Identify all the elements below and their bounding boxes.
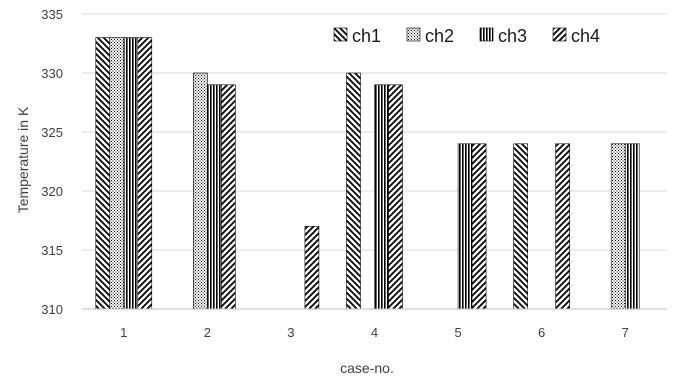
x-tick-labels: 1 2 3 4 5 6 7 (120, 325, 629, 340)
bar-ch4-case-4 (388, 84, 403, 310)
bar-ch3-case-5 (457, 143, 473, 310)
legend-swatch-ch2 (406, 27, 421, 42)
bar-ch4-case-6 (555, 143, 570, 310)
bar-ch1-case-6 (513, 143, 528, 310)
legend-label-ch3: ch3 (498, 26, 527, 46)
y-axis-title: Temperature in K (15, 106, 31, 213)
x-tick-label: 7 (622, 325, 629, 340)
legend-label-ch2: ch2 (425, 26, 454, 46)
bar-ch4-case-1 (137, 37, 153, 310)
bars (95, 37, 640, 310)
bar-ch2-case-7 (610, 143, 626, 310)
y-tick-label: 325 (41, 125, 63, 140)
bar-ch4-case-3 (304, 226, 320, 310)
bar-ch1-case-4 (346, 72, 361, 310)
bar-ch3-case-1 (123, 37, 139, 310)
x-tick-label: 3 (287, 325, 294, 340)
y-tick-label: 315 (41, 243, 63, 258)
bar-ch4-case-2 (221, 84, 236, 310)
bar-ch3-case-4 (374, 84, 389, 310)
legend-swatch-ch1 (333, 27, 348, 42)
legend-swatch-ch3 (479, 27, 494, 42)
x-axis-title: case-no. (340, 360, 394, 376)
y-tick-label: 335 (41, 7, 63, 22)
x-tick-label: 1 (120, 325, 127, 340)
y-tick-label: 320 (41, 184, 63, 199)
x-tick-label: 4 (371, 325, 378, 340)
y-tick-label: 310 (41, 302, 63, 317)
bar-ch1-case-1 (95, 37, 111, 310)
y-tick-labels: 310 315 320 325 330 335 (41, 7, 63, 317)
bar-ch3-case-7 (624, 143, 640, 310)
x-tick-label: 6 (538, 325, 545, 340)
x-tick-label: 2 (204, 325, 211, 340)
legend: ch1 ch2 ch3 ch4 (333, 26, 600, 46)
x-tick-label: 5 (454, 325, 461, 340)
bar-ch3-case-2 (207, 84, 222, 310)
bar-ch4-case-5 (471, 143, 487, 310)
legend-label-ch1: ch1 (352, 26, 381, 46)
legend-swatch-ch4 (552, 27, 567, 42)
y-tick-label: 330 (41, 66, 63, 81)
legend-label-ch4: ch4 (571, 26, 600, 46)
bar-ch2-case-1 (109, 37, 125, 310)
bar-ch2-case-2 (193, 72, 208, 310)
